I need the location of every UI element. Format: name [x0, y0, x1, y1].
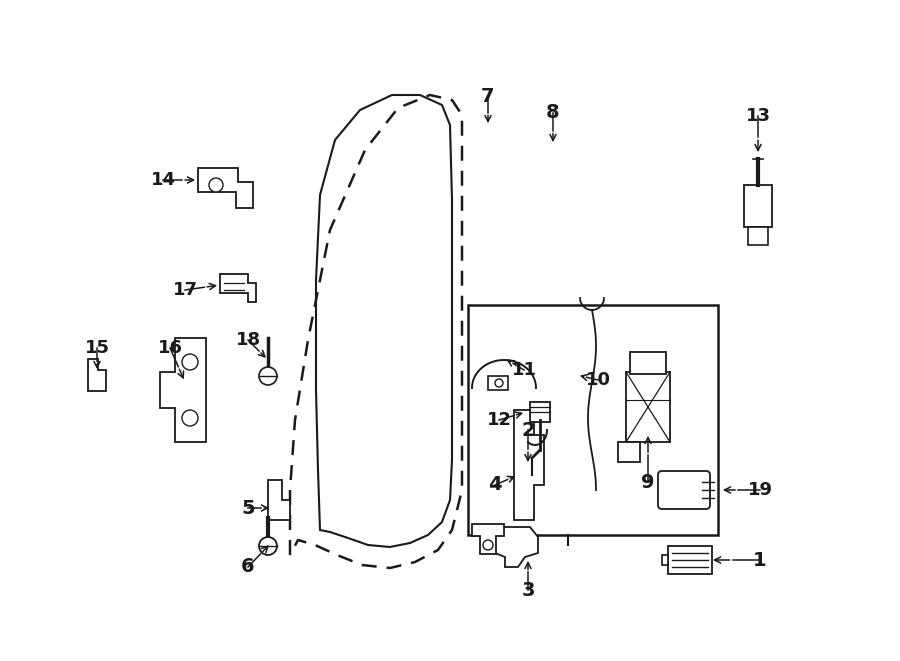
Polygon shape: [618, 442, 640, 462]
Text: 15: 15: [85, 339, 110, 357]
Circle shape: [209, 178, 223, 192]
Bar: [662, 555, 668, 565]
Bar: [530, 402, 550, 422]
Text: 9: 9: [641, 473, 655, 492]
Polygon shape: [198, 168, 253, 208]
Polygon shape: [88, 359, 106, 391]
Text: 3: 3: [521, 580, 535, 600]
Bar: [630, 352, 666, 374]
Bar: [744, 185, 772, 227]
Text: 11: 11: [511, 361, 536, 379]
Text: 19: 19: [748, 481, 772, 499]
Text: 4: 4: [488, 475, 502, 494]
Text: 2: 2: [521, 420, 535, 440]
Polygon shape: [268, 480, 290, 520]
Circle shape: [495, 379, 503, 387]
Polygon shape: [495, 527, 538, 567]
FancyBboxPatch shape: [658, 471, 710, 509]
Text: 7: 7: [482, 87, 495, 106]
Text: 12: 12: [487, 411, 511, 429]
Circle shape: [259, 537, 277, 555]
Bar: [748, 227, 768, 245]
Bar: [626, 372, 670, 442]
Circle shape: [259, 367, 277, 385]
Bar: [468, 305, 718, 535]
Text: 13: 13: [745, 107, 770, 125]
Polygon shape: [514, 410, 544, 520]
Bar: [488, 376, 508, 390]
Text: 5: 5: [241, 498, 255, 518]
Polygon shape: [472, 524, 504, 554]
Text: 6: 6: [241, 557, 255, 576]
Bar: [668, 546, 712, 574]
Polygon shape: [220, 274, 256, 302]
Circle shape: [182, 410, 198, 426]
Text: 17: 17: [173, 281, 197, 299]
Text: 14: 14: [150, 171, 176, 189]
Polygon shape: [160, 338, 206, 442]
Circle shape: [483, 540, 493, 550]
Text: 10: 10: [586, 371, 610, 389]
Text: 18: 18: [236, 331, 261, 349]
Text: 1: 1: [753, 551, 767, 570]
Text: 16: 16: [158, 339, 183, 357]
Circle shape: [182, 354, 198, 370]
Text: 8: 8: [546, 104, 560, 122]
